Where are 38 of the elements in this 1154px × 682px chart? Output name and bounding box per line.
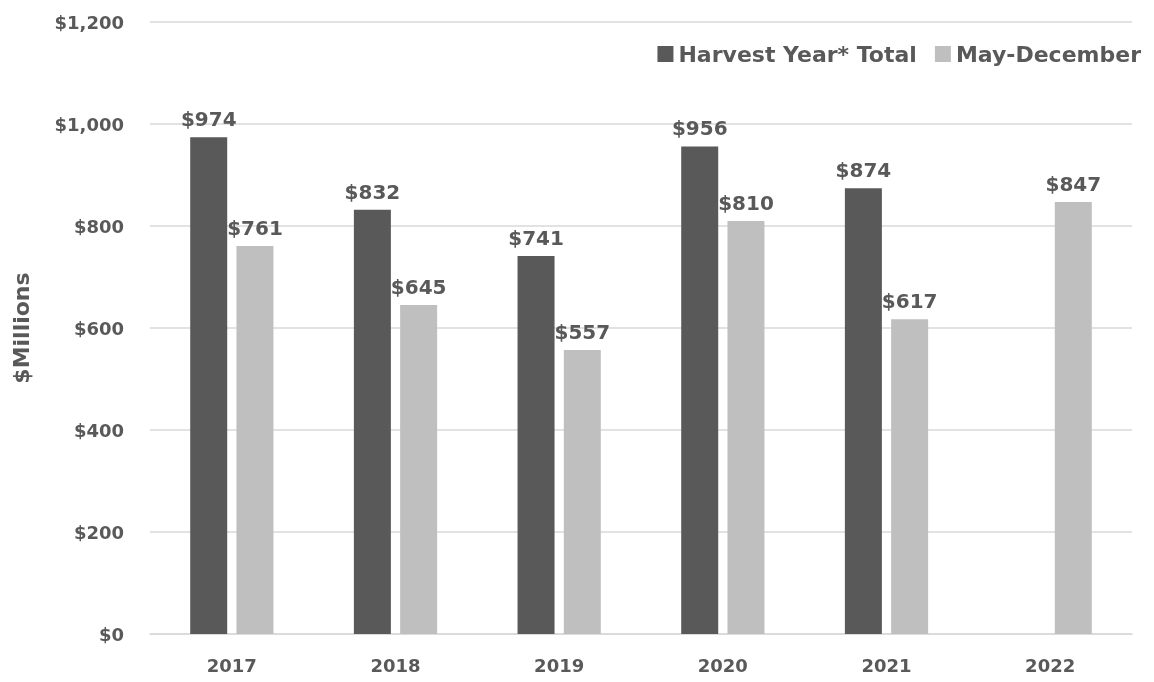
x-tick-label: 2020 [697, 654, 748, 676]
bar [353, 209, 391, 634]
bar [517, 256, 555, 634]
bar [681, 146, 719, 634]
data-label: $761 [227, 215, 283, 240]
bar [236, 245, 274, 634]
data-label: $557 [554, 319, 611, 344]
data-label: $956 [671, 116, 728, 141]
bar [400, 305, 438, 634]
data-label: $645 [390, 275, 447, 300]
data-label: $741 [508, 226, 564, 251]
y-tick-label: $400 [73, 419, 124, 441]
x-tick-label: 2022 [1025, 654, 1076, 676]
bar [727, 220, 765, 634]
data-label: $874 [835, 158, 892, 183]
data-label: $617 [881, 289, 938, 314]
bar [190, 137, 228, 634]
legend-label: Harvest Year* Total [678, 41, 917, 67]
bar [844, 188, 882, 634]
y-tick-label: $800 [73, 215, 124, 237]
data-label: $847 [1045, 172, 1102, 197]
legend-label: May-December [955, 41, 1142, 67]
data-label: $974 [180, 107, 237, 132]
y-tick-label: $0 [98, 623, 124, 645]
bar [891, 319, 929, 634]
y-tick-label: $1,000 [54, 113, 124, 135]
bar [563, 349, 601, 634]
x-tick-label: 2019 [534, 654, 585, 676]
data-label: $810 [718, 190, 774, 215]
x-tick-label: 2017 [206, 654, 257, 676]
y-tick-label: $200 [73, 521, 124, 543]
y-axis-title: $Millions [8, 272, 34, 384]
bar [1054, 202, 1092, 634]
x-tick-label: 2018 [370, 654, 421, 676]
y-tick-label: $600 [73, 317, 124, 339]
x-tick-label: 2021 [861, 654, 912, 676]
y-tick-label: $1,200 [54, 11, 124, 33]
data-label: $832 [344, 179, 401, 204]
